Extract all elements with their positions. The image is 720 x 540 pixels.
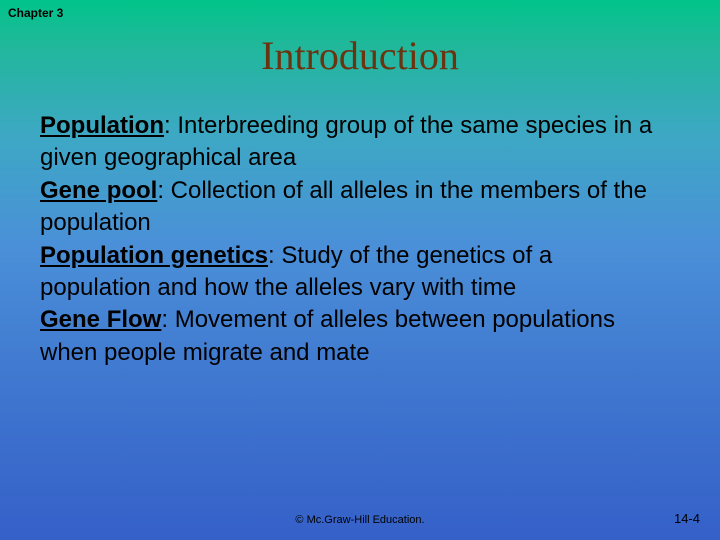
term-population-genetics: Population genetics	[40, 242, 268, 269]
term-gene-flow: Gene Flow	[40, 306, 161, 333]
term-population: Population	[40, 112, 164, 139]
chapter-label: Chapter 3	[8, 6, 63, 20]
copyright-text: © Mc.Graw-Hill Education.	[0, 514, 720, 526]
slide: Chapter 3 Introduction Population: Inter…	[0, 0, 720, 540]
page-number: 14-4	[674, 511, 700, 526]
body-text: Population: Interbreeding group of the s…	[40, 110, 660, 369]
slide-title: Introduction	[0, 32, 720, 79]
term-gene-pool: Gene pool	[40, 177, 157, 204]
